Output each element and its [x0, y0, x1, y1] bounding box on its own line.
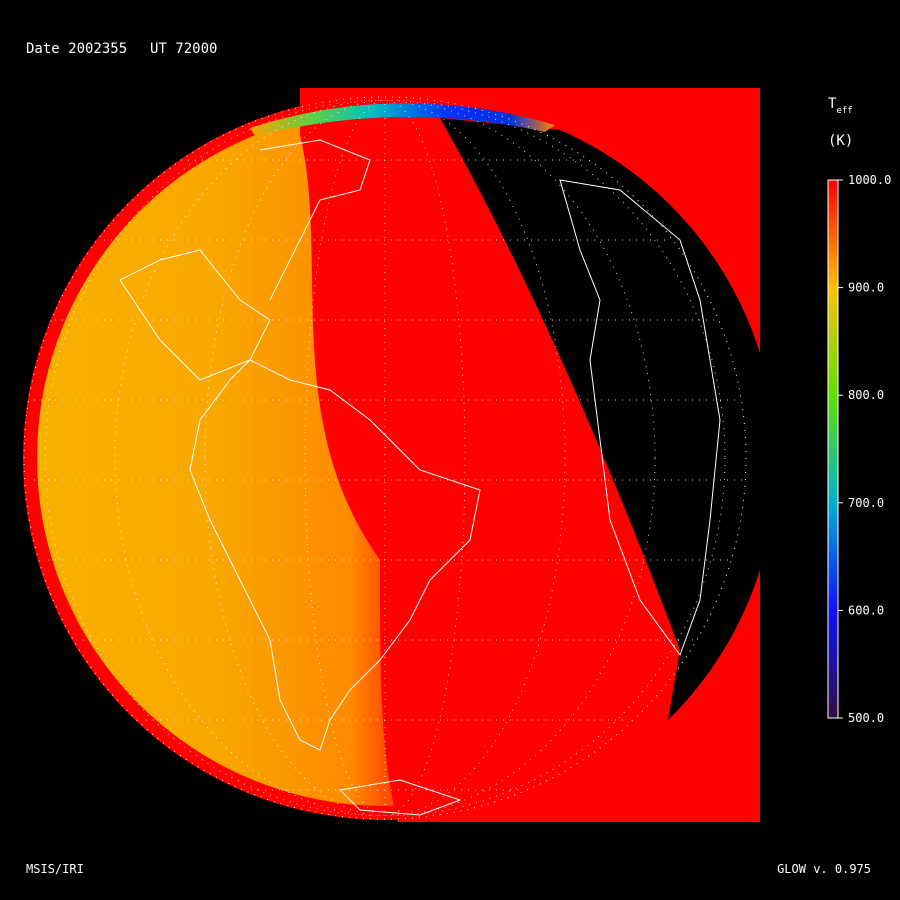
colorbar-tick-label: 900.0	[848, 281, 884, 295]
coastlines	[119, 139, 721, 816]
globe	[23, 88, 777, 822]
colorbar-tick-label: 600.0	[848, 603, 884, 617]
footer-right: GLOW v. 0.975	[777, 862, 871, 876]
colorbar	[827, 179, 839, 719]
colorbar-tick-label: 1000.0	[848, 173, 891, 187]
colorbar-unit: (K)	[828, 133, 853, 149]
date-label: Date 2002355	[26, 41, 127, 57]
aurora	[250, 103, 555, 136]
colorbar-tick-label: 800.0	[848, 388, 884, 402]
colorbar-title: Teff	[828, 96, 853, 116]
footer-left: MSIS/IRI	[26, 862, 84, 876]
colorbar-ticks: 1000.0 900.0 800.0 700.0 600.0 500.0	[838, 173, 891, 725]
ut-label: UT 72000	[150, 41, 217, 57]
colorbar-tick-label: 500.0	[848, 711, 884, 725]
colorbar-tick-label: 700.0	[848, 496, 884, 510]
nightside	[440, 118, 777, 720]
limb	[23, 96, 747, 820]
